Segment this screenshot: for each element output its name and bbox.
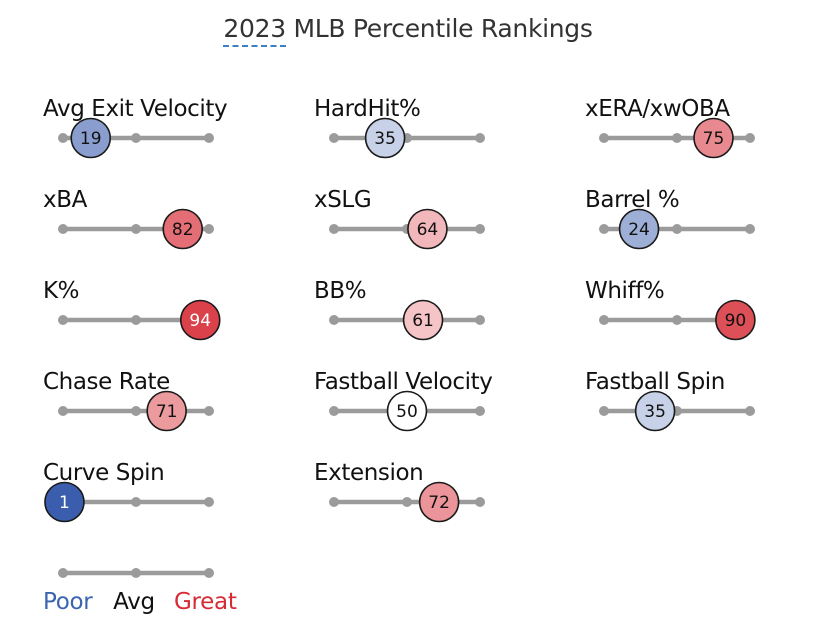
metric-avg-exit-velocity-tick-min xyxy=(58,133,68,143)
metric-xslg-tick-min xyxy=(329,224,339,234)
metric-whiff-marker xyxy=(715,299,756,341)
metric-fastball-velocity-tick-min xyxy=(329,406,339,416)
metric-xera-xwoba-label: xERA/xwOBA xyxy=(585,96,730,122)
metric-whiff-label: Whiff% xyxy=(585,278,664,304)
metric-barrel-label: Barrel % xyxy=(585,187,679,213)
metric-fastball-velocity-value: 50 xyxy=(396,402,418,422)
metric-avg-exit-velocity-label: Avg Exit Velocity xyxy=(43,96,227,122)
metric-chase-rate-tick-min xyxy=(58,406,68,416)
metric-chase-rate-tick-mid xyxy=(131,406,141,416)
metric-fastball-velocity-marker xyxy=(386,390,428,432)
metric-avg-exit-velocity-tick-max xyxy=(204,133,214,143)
metric-barrel-marker xyxy=(618,208,660,250)
metric-xera-xwoba-tick-min xyxy=(599,133,609,143)
legend-tick-mid xyxy=(131,568,141,578)
metric-bb-label: BB% xyxy=(314,278,366,304)
metric-chase-rate-tick-max xyxy=(204,406,214,416)
metric-barrel-tick-min xyxy=(599,224,609,234)
metric-curve-spin-marker xyxy=(44,481,85,523)
metric-hardhit-value: 35 xyxy=(374,129,396,149)
metric-whiff-value: 90 xyxy=(725,311,747,331)
metric-fastball-spin-tick-min xyxy=(599,406,609,416)
metric-xera-xwoba-value: 75 xyxy=(703,129,725,149)
metric-k-tick-mid xyxy=(131,315,141,325)
metric-extension-label: Extension xyxy=(314,460,423,486)
metric-fastball-spin-label: Fastball Spin xyxy=(585,369,725,395)
metric-avg-exit-velocity-marker xyxy=(70,117,112,159)
metric-xba-value: 82 xyxy=(172,220,194,240)
metric-avg-exit-velocity-tick-mid xyxy=(131,133,141,143)
metric-barrel-value: 24 xyxy=(628,220,650,240)
metric-extension-tick-min xyxy=(329,497,339,507)
metric-fastball-velocity-label: Fastball Velocity xyxy=(314,369,492,395)
metric-avg-exit-velocity-value: 19 xyxy=(80,129,102,149)
metric-k-label: K% xyxy=(43,278,79,304)
legend-tick-min xyxy=(58,568,68,578)
legend-poor-label: Poor xyxy=(43,589,93,615)
legend-tick-max xyxy=(204,568,214,578)
metric-k-tick-min xyxy=(58,315,68,325)
metric-k-value: 94 xyxy=(189,311,211,331)
metric-xslg-tick-max xyxy=(475,224,485,234)
metric-xba-marker xyxy=(162,208,204,250)
metric-xera-xwoba-tick-max xyxy=(745,133,755,143)
metric-hardhit-tick-max xyxy=(475,133,485,143)
metric-xba-label: xBA xyxy=(43,187,88,213)
title-year: 2023 xyxy=(223,14,286,47)
metric-fastball-velocity-tick-max xyxy=(475,406,485,416)
metric-whiff-tick-mid xyxy=(672,315,682,325)
metric-fastball-spin-marker xyxy=(634,390,676,432)
metric-hardhit-label: HardHit% xyxy=(314,96,420,122)
metric-fastball-spin-tick-max xyxy=(745,406,755,416)
metric-bb-marker xyxy=(402,299,444,341)
metric-chase-rate-marker xyxy=(146,390,187,432)
metric-xera-xwoba-marker xyxy=(693,117,734,159)
metric-curve-spin-tick-mid xyxy=(131,497,141,507)
title-rest: MLB Percentile Rankings xyxy=(285,14,593,43)
legend-avg-label: Avg xyxy=(113,589,155,615)
metric-extension-value: 72 xyxy=(428,493,450,513)
metric-k-marker xyxy=(179,299,221,341)
metric-curve-spin-label: Curve Spin xyxy=(43,460,164,486)
metric-hardhit-tick-min xyxy=(329,133,339,143)
metric-extension-marker xyxy=(418,481,460,523)
metric-barrel-tick-mid xyxy=(672,224,682,234)
metric-xera-xwoba-tick-mid xyxy=(672,133,682,143)
metric-chase-rate-value: 71 xyxy=(156,402,178,422)
metric-bb-tick-max xyxy=(475,315,485,325)
metric-xba-tick-mid xyxy=(131,224,141,234)
metric-curve-spin-tick-max xyxy=(204,497,214,507)
metric-hardhit-marker xyxy=(364,117,406,159)
chart-title: 2023 MLB Percentile Rankings xyxy=(0,14,816,47)
legend-great-label: Great xyxy=(174,589,237,615)
metric-fastball-spin-value: 35 xyxy=(644,402,666,422)
metric-whiff-tick-min xyxy=(599,315,609,325)
metric-xslg-value: 64 xyxy=(417,220,439,240)
metric-xba-tick-max xyxy=(204,224,214,234)
metric-extension-tick-max xyxy=(475,497,485,507)
metric-bb-value: 61 xyxy=(412,311,434,331)
metric-curve-spin-value: 1 xyxy=(59,493,70,513)
metric-chase-rate-label: Chase Rate xyxy=(43,369,170,395)
metric-extension-tick-mid xyxy=(402,497,412,507)
metric-xslg-marker xyxy=(407,208,448,250)
metric-barrel-tick-max xyxy=(745,224,755,234)
metric-bb-tick-min xyxy=(329,315,339,325)
metric-xba-tick-min xyxy=(58,224,68,234)
metric-xslg-label: xSLG xyxy=(314,187,371,213)
